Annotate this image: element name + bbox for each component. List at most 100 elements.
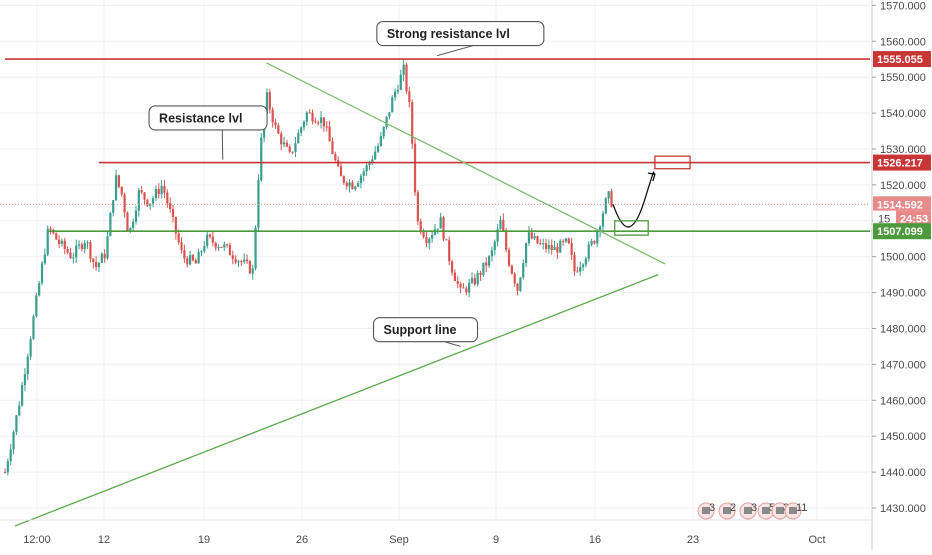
candle-body — [214, 242, 217, 248]
candle-body — [248, 261, 251, 274]
candle-body — [453, 272, 457, 282]
candle-body — [20, 385, 24, 406]
time-tick-label: 12:00 — [23, 534, 51, 546]
candle-body — [562, 240, 565, 242]
price-tick-label: 1470.000 — [880, 359, 926, 371]
candle-body — [345, 182, 348, 187]
candle-body — [487, 256, 491, 266]
candle-body — [226, 244, 229, 246]
candle-body — [100, 253, 103, 263]
candle-body — [40, 263, 44, 284]
price-tick-label: 1450.000 — [880, 431, 926, 443]
candle-body — [539, 243, 542, 245]
candle-body — [3, 472, 7, 474]
candle-body — [9, 449, 12, 462]
candle-body — [126, 212, 129, 231]
price-tag-label: 1514.592 — [877, 199, 923, 211]
candle-body — [510, 265, 513, 274]
candle-body — [72, 257, 75, 259]
candle-body — [419, 221, 422, 233]
candle-body — [114, 175, 118, 201]
candle-body — [146, 199, 149, 206]
candle-body — [288, 146, 291, 152]
candle-body — [385, 116, 388, 127]
candle-body — [160, 186, 163, 195]
candle-body — [371, 159, 374, 163]
candle-body — [610, 191, 613, 207]
candle-body — [362, 171, 365, 176]
candle-body — [550, 245, 553, 250]
price-tag-label: 1555.055 — [877, 54, 923, 66]
candle-body — [570, 243, 573, 255]
candle-body — [391, 97, 394, 113]
candle-body — [462, 287, 465, 289]
time-tick-label: Sep — [389, 534, 409, 546]
candle-body — [439, 217, 442, 229]
event-marker[interactable]: 11 — [784, 502, 807, 520]
time-tick-label: 23 — [687, 534, 699, 546]
candle-body — [109, 212, 112, 237]
candle-body — [576, 271, 579, 273]
candle-body — [328, 126, 331, 142]
candle-body — [479, 272, 482, 275]
candle-body — [123, 194, 126, 213]
candle-body — [6, 461, 9, 473]
candle-body — [490, 250, 494, 257]
price-tick-label: 1460.000 — [880, 395, 926, 407]
price-tick-label: 1570.000 — [880, 0, 926, 12]
candle-body — [493, 241, 496, 251]
event-marker[interactable]: 3 — [697, 502, 715, 520]
candle-body — [231, 255, 234, 259]
candle-body — [294, 143, 297, 152]
candle-body — [186, 258, 189, 265]
candle-body — [223, 244, 226, 248]
candle-body — [319, 117, 323, 123]
candle-body — [314, 121, 317, 123]
countdown-tag-background — [896, 210, 931, 227]
candle-body — [425, 237, 428, 244]
candle-body — [305, 112, 308, 122]
candle-body — [251, 268, 254, 274]
projection-arrow-head — [647, 172, 656, 182]
candle-body — [368, 162, 371, 166]
price-tag-background — [873, 51, 931, 68]
candle-body — [197, 251, 200, 264]
candle-body — [408, 91, 411, 102]
candle-body — [436, 228, 439, 230]
candle-body — [83, 242, 86, 249]
candle-body — [166, 192, 169, 204]
candle-body — [245, 259, 249, 262]
candle-body — [260, 137, 263, 181]
candle-body — [356, 183, 360, 187]
candle-body — [564, 238, 568, 242]
candle-body — [465, 288, 468, 293]
candle-body — [66, 249, 69, 253]
candle-body — [129, 227, 132, 231]
countdown-tag: 15 24:53 — [873, 210, 931, 227]
candle-body — [536, 236, 539, 244]
candle-body — [80, 244, 83, 249]
event-marker[interactable]: 3 — [739, 502, 757, 520]
callout-box — [372, 317, 479, 343]
candle-body — [422, 232, 425, 238]
candle-body — [379, 136, 382, 146]
candle-body — [285, 142, 289, 147]
candle-body — [280, 133, 283, 145]
candle-body — [416, 192, 419, 222]
candle-body — [505, 230, 508, 250]
candle-body — [188, 255, 192, 265]
price-tag-background — [873, 223, 931, 240]
candle-body — [23, 374, 27, 386]
candle-body — [43, 254, 46, 264]
descending-resistance-trendline — [266, 62, 666, 265]
candle-body — [507, 249, 511, 266]
candle-body — [194, 260, 197, 264]
event-marker[interactable]: 2 — [718, 502, 736, 520]
candle-body — [351, 182, 354, 190]
candle-body — [473, 278, 476, 285]
candle-body — [502, 219, 505, 231]
candle-body — [334, 154, 337, 161]
candle-body — [86, 242, 89, 244]
